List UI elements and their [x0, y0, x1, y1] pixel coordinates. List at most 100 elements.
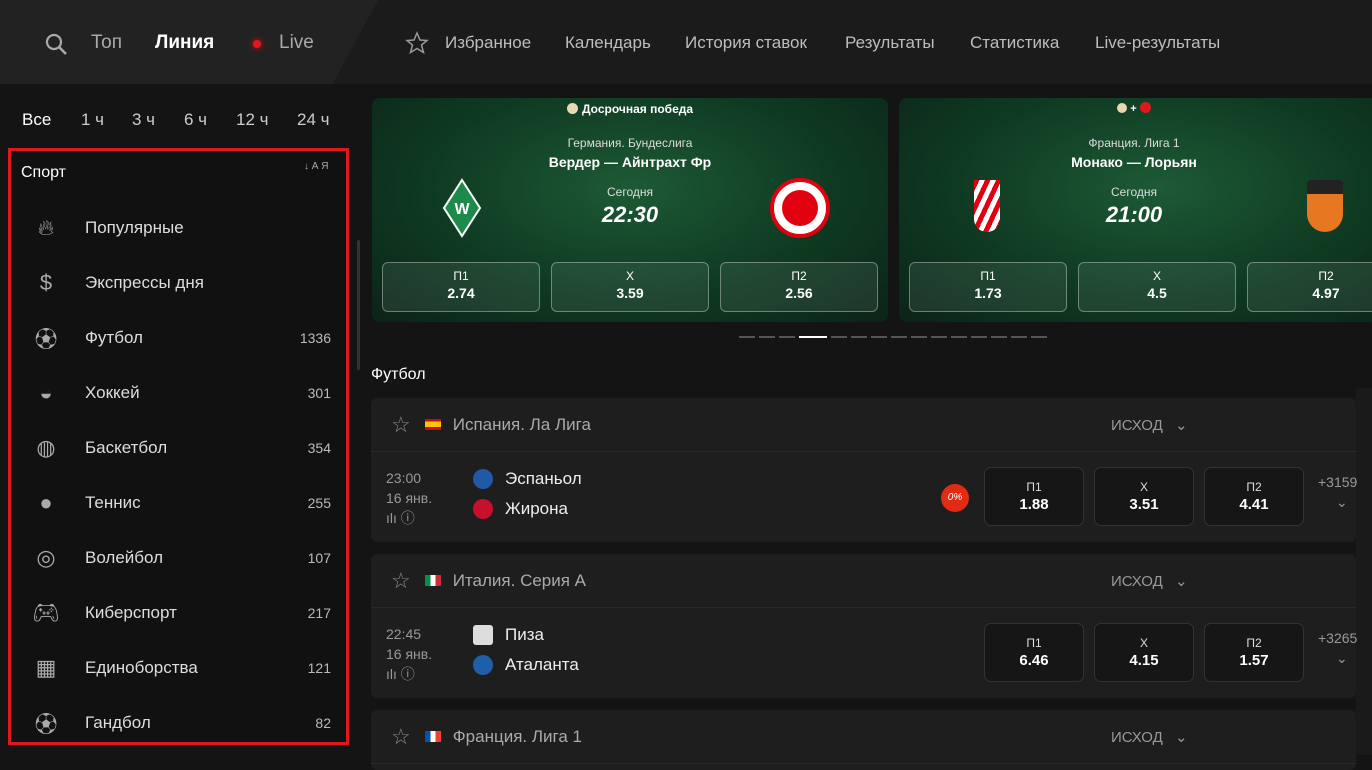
stats-info-icons[interactable]: ılı ⓘ: [386, 510, 415, 526]
nav-statistics[interactable]: Статистика: [970, 33, 1060, 52]
market-select[interactable]: ИСХОД ⌄: [1111, 728, 1188, 746]
sport-count: 301: [307, 385, 331, 401]
sort-az-icon[interactable]: ↓ А Я: [304, 161, 329, 172]
more-markets[interactable]: +3265 ⌄: [1318, 630, 1357, 667]
odds-label: Х: [625, 269, 634, 283]
star-icon[interactable]: ☆: [391, 723, 411, 749]
italy-flag-icon: [424, 575, 441, 586]
nav-favorites[interactable]: Избранное: [445, 33, 532, 52]
handball-icon: ⚽︎: [34, 712, 57, 737]
sidebar-scrollbar[interactable]: [357, 240, 360, 370]
star-icon[interactable]: [405, 31, 429, 55]
odds-button-p1[interactable]: П1 2.74: [382, 262, 540, 312]
star-icon[interactable]: ☆: [391, 567, 411, 593]
chevron-down-icon: ⌄: [1174, 416, 1188, 434]
search-icon[interactable]: [44, 32, 68, 56]
odds-value: 2.74: [447, 285, 475, 301]
odds-button-x[interactable]: Х 4.5: [1078, 262, 1236, 312]
odds-button-p2[interactable]: П2 1.57: [1204, 623, 1304, 682]
market-label: ИСХОД: [1111, 728, 1163, 746]
sidebar-item-football[interactable]: ⚽︎ Футбол 1336: [31, 318, 331, 358]
team-name: Пиза: [505, 625, 544, 644]
filter-6h[interactable]: 6 ч: [184, 110, 208, 129]
market-select[interactable]: ИСХОД ⌄: [1111, 572, 1188, 590]
nav-bet-history[interactable]: История ставок: [685, 33, 807, 52]
gamepad-icon: 🎮︎: [32, 600, 60, 625]
odds-label: П2: [1246, 480, 1262, 494]
odds-button-x[interactable]: Х 3.59: [551, 262, 709, 312]
odds-button-p1[interactable]: П1 6.46: [984, 623, 1084, 682]
odds-button-p2[interactable]: П2 2.56: [720, 262, 878, 312]
stats-info-icons[interactable]: ılı ⓘ: [386, 666, 415, 682]
sport-label: Гандбол: [85, 713, 151, 732]
nav-results[interactable]: Результаты: [845, 33, 935, 52]
sport-count: 217: [307, 605, 331, 621]
hockey-puck-icon: ◒: [39, 380, 53, 405]
tab-top[interactable]: Топ: [91, 32, 122, 53]
promo-card[interactable]: Досрочная победа Германия. Бундеслига Ве…: [372, 98, 888, 322]
nav-live-results[interactable]: Live-результаты: [1095, 33, 1221, 52]
odds-button-p2[interactable]: П2 4.97: [1247, 262, 1372, 312]
sport-label: Баскетбол: [85, 438, 168, 457]
sport-label: Единоборства: [85, 658, 198, 677]
main-scrollbar[interactable]: [1356, 388, 1372, 755]
odds-button-x[interactable]: Х 4.15: [1094, 623, 1194, 682]
filter-3h[interactable]: 3 ч: [132, 110, 156, 129]
market-label: ИСХОД: [1111, 416, 1163, 434]
tab-live[interactable]: Live: [279, 32, 314, 53]
match-time: 22:45 16 янв. ılı ⓘ: [386, 624, 432, 684]
sidebar-item-volleyball[interactable]: ◎ Волейбол 107: [31, 538, 331, 578]
volleyball-icon: ◎: [36, 545, 56, 570]
filter-1h[interactable]: 1 ч: [81, 110, 105, 129]
fire-icon: 🔥︎: [37, 215, 55, 240]
filter-all[interactable]: Все: [22, 110, 52, 129]
sidebar-item-express[interactable]: $ Экспрессы дня: [31, 263, 331, 303]
odds-button-x[interactable]: Х 3.51: [1094, 467, 1194, 526]
sport-label: Теннис: [85, 493, 141, 512]
odds-value: 6.46: [1019, 652, 1049, 669]
odds-label: П1: [453, 269, 469, 283]
away-team: Жирона: [473, 499, 568, 519]
odds-button-p2[interactable]: П2 4.41: [1204, 467, 1304, 526]
money-bag-icon: $: [39, 270, 53, 295]
sidebar-item-basketball[interactable]: ◍ Баскетбол 354: [31, 428, 331, 468]
league-header[interactable]: ☆ Франция. Лига 1 ИСХОД ⌄: [371, 710, 1356, 764]
live-dot-icon: [253, 40, 261, 48]
tab-line[interactable]: Линия: [155, 32, 215, 53]
sport-count: 107: [307, 550, 331, 566]
more-markets[interactable]: +3159 ⌄: [1318, 474, 1357, 511]
sport-label: Киберспорт: [85, 603, 177, 622]
sidebar-item-martial-arts[interactable]: ▦ Единоборства 121: [31, 648, 331, 688]
odds-button-p1[interactable]: П1 1.88: [984, 467, 1084, 526]
league-header[interactable]: ☆ Испания. Ла Лига ИСХОД ⌄: [371, 398, 1356, 452]
date: 16 янв.: [386, 490, 433, 506]
market-select[interactable]: ИСХОД ⌄: [1111, 416, 1188, 434]
promo-league: Германия. Бундеслига: [567, 136, 693, 150]
filter-24h[interactable]: 24 ч: [297, 110, 330, 129]
sidebar-item-tennis[interactable]: ● Теннис 255: [31, 483, 331, 523]
mode-switcher: [0, 0, 378, 84]
filter-12h[interactable]: 12 ч: [236, 110, 269, 129]
sport-count: 1336: [299, 330, 331, 346]
sidebar-item-esports[interactable]: 🎮︎ Киберспорт 217: [31, 593, 331, 633]
nav-calendar[interactable]: Календарь: [565, 33, 651, 52]
badge-text: +: [1130, 103, 1137, 115]
market-label: ИСХОД: [1111, 572, 1163, 590]
monaco-logo: [974, 180, 1000, 232]
atalanta-logo: [473, 655, 493, 675]
carousel-pagination[interactable]: [739, 336, 1047, 338]
team-name: Жирона: [505, 499, 568, 518]
odds-value: 4.15: [1129, 652, 1159, 669]
sport-list-title: Спорт: [21, 164, 66, 181]
odds-button-p1[interactable]: П1 1.73: [909, 262, 1067, 312]
match-row[interactable]: 22:45 16 янв. ılı ⓘ Пиза Аталанта П1 6.46 Х…: [371, 608, 1357, 698]
league-header[interactable]: ☆ Италия. Серия А ИСХОД ⌄: [371, 554, 1356, 608]
sidebar-item-popular[interactable]: 🔥︎ Популярные: [31, 208, 331, 248]
promo-card[interactable]: + Франция. Лига 1 Монако — Лорьян Сегодн…: [899, 98, 1372, 322]
sidebar-item-hockey[interactable]: ◒ Хоккей 301: [31, 373, 331, 413]
home-team: Пиза: [473, 625, 544, 645]
sidebar-item-handball[interactable]: ⚽︎ Гандбол 82: [31, 703, 331, 743]
match-row[interactable]: 23:00 16 янв. ılı ⓘ Эспаньол Жирона 0% П1 1…: [371, 452, 1357, 542]
sport-count: 255: [307, 495, 331, 511]
star-icon[interactable]: ☆: [391, 411, 411, 437]
